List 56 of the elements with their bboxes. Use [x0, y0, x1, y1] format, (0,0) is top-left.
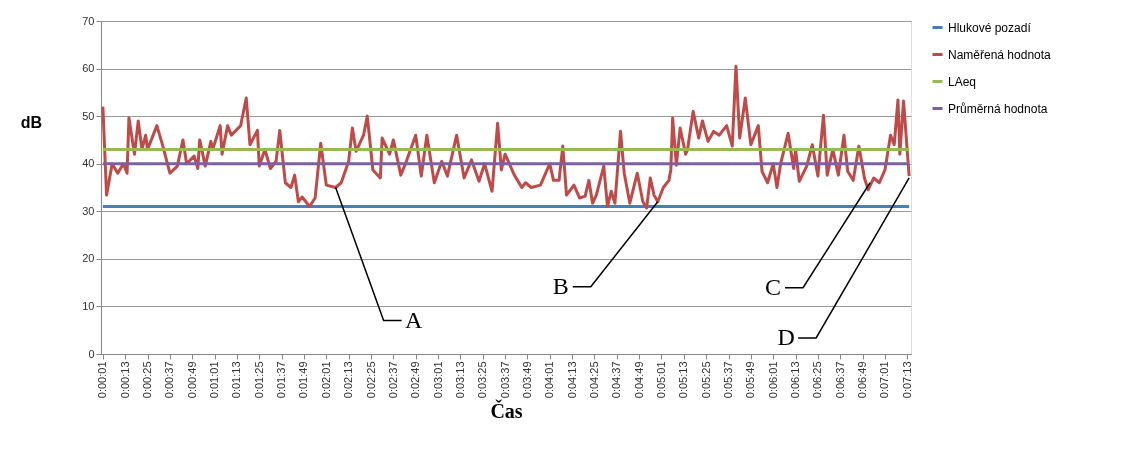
x-tick-label: 0:06:49 — [856, 361, 869, 399]
x-tick-label: 0:05:13 — [677, 361, 690, 399]
legend-label: Průměrná hodnota — [948, 101, 1048, 116]
x-tick-label: 0:01:37 — [275, 361, 288, 399]
x-tick-label: 0:03:49 — [520, 361, 533, 399]
annotation: B — [552, 272, 569, 299]
line-series — [101, 64, 911, 210]
x-tick-label: 0:02:01 — [319, 361, 332, 399]
x-tick-label: 0:03:01 — [431, 361, 444, 399]
x-tick-label: 0:02:25 — [364, 361, 377, 399]
x-tick-label: 0:04:01 — [543, 361, 556, 399]
x-tick-label: 0:06:01 — [766, 361, 779, 399]
x-tick-label: 0:00:49 — [185, 361, 198, 399]
x-tick-label: 0:02:13 — [342, 361, 355, 399]
x-tick-label: 0:04:49 — [632, 361, 645, 399]
legend-label: Hlukové pozadí — [948, 20, 1032, 35]
x-tick-label: 0:07:01 — [878, 361, 891, 399]
y-tick-label: 10 — [82, 299, 95, 312]
x-tick-label: 0:04:37 — [610, 361, 623, 399]
x-tick-label: 0:01:49 — [297, 361, 310, 399]
x-tick-label: 0:06:25 — [811, 361, 824, 399]
annotation: C — [765, 273, 782, 300]
x-tick-label: 0:00:13 — [118, 361, 131, 399]
x-tick-label: 0:00:01 — [96, 361, 109, 399]
x-tick-label: 0:02:37 — [386, 361, 399, 399]
x-tick-label: 0:00:37 — [163, 361, 176, 399]
x-tick-label: 0:04:25 — [587, 361, 600, 399]
y-tick-label: 30 — [82, 204, 95, 217]
y-tick-label: 70 — [82, 14, 95, 27]
y-axis-title: dB — [20, 114, 43, 132]
x-tick-label: 0:01:01 — [208, 361, 221, 399]
x-tick-label: 0:03:25 — [476, 361, 489, 399]
x-tick-label: 0:03:13 — [453, 361, 466, 399]
annotation: D — [777, 323, 795, 350]
x-tick-label: 0:02:49 — [409, 361, 422, 399]
y-tick-label: 40 — [82, 157, 95, 170]
legend-label: Naměřená hodnota — [948, 47, 1052, 62]
x-tick-label: 0:05:25 — [699, 361, 712, 399]
x-tick-label: 0:06:37 — [833, 361, 846, 399]
x-tick-label: 0:05:01 — [654, 361, 667, 399]
x-tick-label: 0:03:37 — [498, 361, 511, 399]
x-tick-label: 0:00:25 — [141, 361, 154, 399]
x-tick-label: 0:01:25 — [252, 361, 265, 399]
y-tick-label: 50 — [82, 109, 95, 122]
x-axis-title: Čas — [490, 399, 523, 423]
x-tick-label: 0:05:49 — [744, 361, 757, 399]
x-tick-label: 0:04:13 — [565, 361, 578, 399]
annotation: A — [404, 306, 423, 333]
x-tick-label: 0:05:37 — [722, 361, 735, 399]
y-tick-label: 0 — [88, 347, 95, 360]
x-tick-label: 0:06:13 — [789, 361, 802, 399]
x-tick-label: 0:07:13 — [900, 361, 913, 399]
y-tick-label: 60 — [82, 62, 95, 75]
x-tick-label: 0:01:13 — [230, 361, 243, 399]
legend-label: LAeq — [948, 74, 977, 89]
y-tick-label: 20 — [82, 252, 95, 265]
